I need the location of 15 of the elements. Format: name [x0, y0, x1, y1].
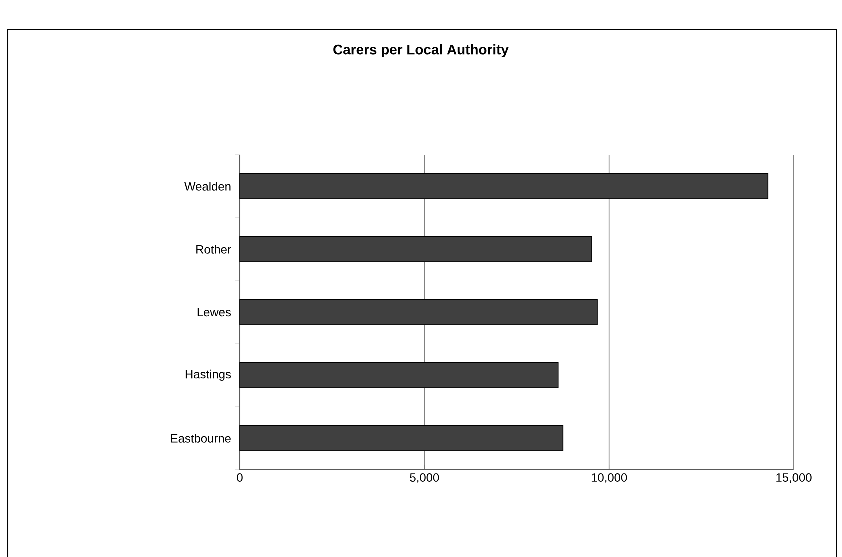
bar	[240, 362, 559, 388]
bar	[240, 299, 598, 326]
y-tick-label: Lewes	[198, 308, 232, 317]
y-tick-label: Wealden	[184, 182, 231, 191]
chart-title: Carers per Local Authority	[334, 44, 509, 58]
y-tick-label: Eastbourne	[171, 434, 231, 443]
x-tick-label: 5,000	[410, 474, 440, 484]
x-tick-label: 0	[237, 474, 243, 482]
bar	[240, 173, 769, 200]
x-tick-label: 15,000	[776, 474, 812, 484]
bar	[240, 425, 564, 452]
y-tick-label: Rother	[196, 245, 232, 254]
bar	[240, 236, 592, 262]
y-tick-label: Hastings	[186, 370, 232, 382]
x-tick-label: 10,000	[592, 474, 628, 484]
